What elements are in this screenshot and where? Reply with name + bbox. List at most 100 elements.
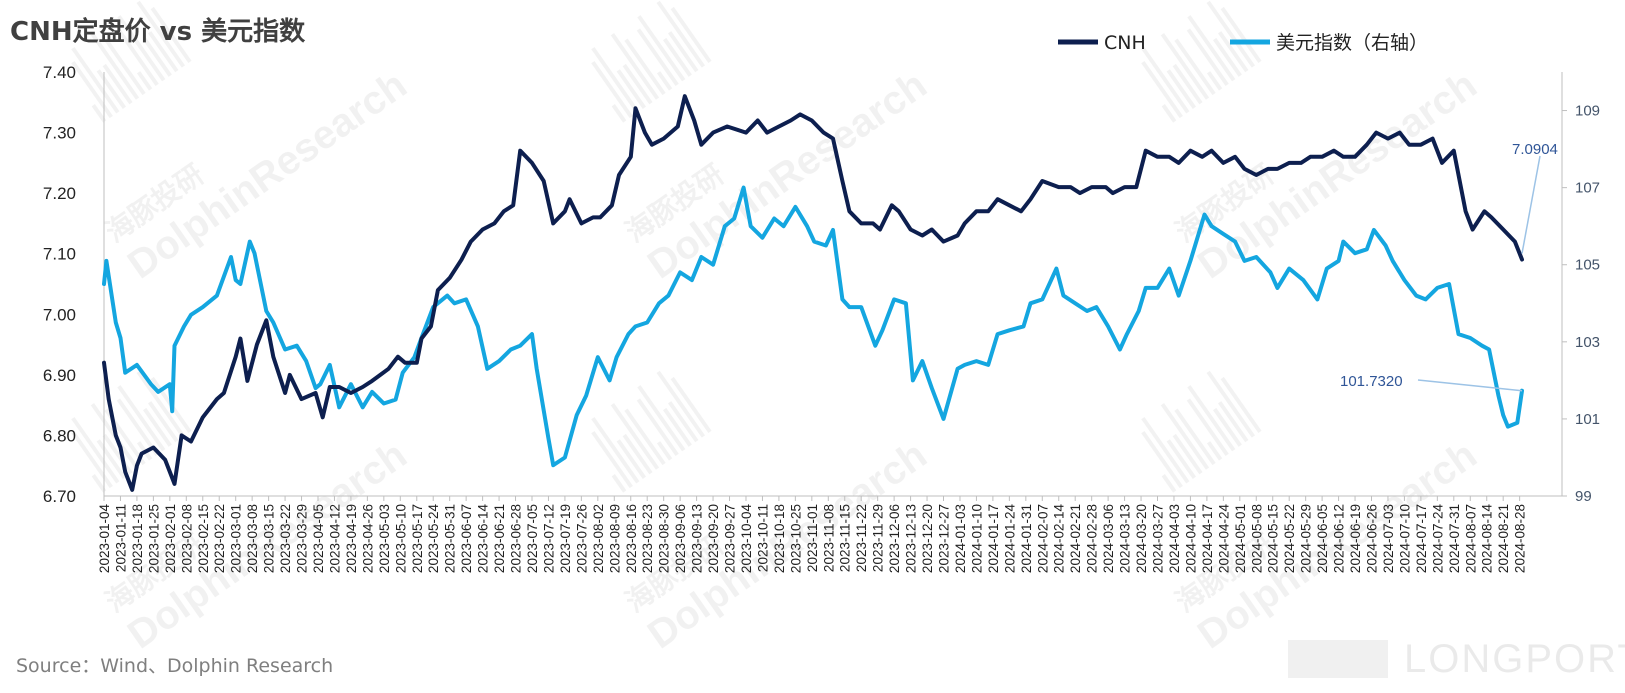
- y-tick-left: 7.40: [43, 63, 76, 82]
- watermark-bar: [1206, 441, 1223, 461]
- x-tick-label: 2023-08-30: [657, 504, 672, 573]
- watermark-bars: [1141, 0, 1262, 123]
- x-tick-label: 2024-07-24: [1430, 504, 1445, 574]
- x-tick-label: 2023-12-27: [937, 504, 952, 573]
- watermark-bar: [147, 401, 179, 443]
- watermark-bar: [136, 0, 186, 68]
- x-tick-label: 2024-07-03: [1381, 504, 1396, 573]
- watermark-bar: [667, 31, 699, 73]
- y-tick-right: 107: [1575, 180, 1600, 197]
- x-tick-label: 2023-05-17: [410, 504, 425, 573]
- watermark-bar: [1160, 403, 1210, 470]
- y-tick-left: 6.70: [43, 487, 76, 506]
- watermark-bar: [670, 376, 712, 434]
- watermark-bar: [656, 0, 706, 68]
- x-tick-label: 2024-04-03: [1167, 504, 1182, 573]
- watermark-bar: [637, 15, 686, 82]
- x-tick-label: 2024-03-13: [1118, 504, 1133, 573]
- x-tick-label: 2024-03-20: [1134, 504, 1149, 573]
- watermark-bar: [71, 416, 120, 484]
- x-tick-label: 2024-01-17: [986, 504, 1001, 573]
- watermark-bar: [622, 433, 653, 475]
- watermark-bar: [142, 407, 172, 447]
- watermark-bar: [1220, 376, 1262, 434]
- x-tick-label: 2023-10-25: [788, 504, 803, 573]
- watermark-bar: [591, 430, 633, 489]
- y-tick-left: 6.90: [43, 366, 76, 385]
- watermark-bar: [150, 6, 192, 64]
- x-tick-label: 2023-05-31: [443, 504, 458, 573]
- watermark-bar: [1212, 37, 1242, 77]
- x-tick-label: 2024-02-07: [1035, 504, 1050, 573]
- watermark-bar: [1160, 33, 1210, 100]
- watermark-bar: [610, 33, 660, 100]
- watermark-bar: [91, 474, 107, 493]
- watermark-bar: [662, 37, 692, 77]
- x-tick-label: 2023-02-22: [212, 504, 227, 573]
- watermark-brand: DolphinResearch: [1190, 63, 1485, 288]
- y-tick-right: 101: [1575, 411, 1600, 428]
- x-tick-label: 2023-09-13: [690, 504, 705, 573]
- x-tick-label: 2023-11-08: [821, 504, 836, 572]
- watermark-bar: [611, 474, 627, 493]
- watermark-bar: [1174, 38, 1216, 96]
- y-tick-right: 105: [1575, 257, 1600, 274]
- x-tick-label: 2023-06-28: [509, 504, 524, 573]
- x-tick-label: 2024-08-07: [1463, 504, 1478, 573]
- watermark-bars: [591, 0, 712, 123]
- x-tick-label: 2023-08-09: [607, 504, 622, 573]
- watermark-bar: [116, 398, 159, 457]
- watermark-bar: [116, 28, 159, 87]
- x-tick-label: 2024-04-10: [1183, 504, 1198, 573]
- annotation-label-dxy: 101.7320: [1340, 373, 1403, 390]
- watermark-bar: [1186, 28, 1229, 87]
- x-tick-label: 2023-06-21: [492, 504, 507, 573]
- watermark-bar: [591, 60, 633, 119]
- x-tick-label: 2024-08-21: [1496, 504, 1511, 573]
- watermark-bar: [656, 441, 673, 461]
- watermark-bar: [104, 38, 146, 96]
- x-tick-label: 2024-05-08: [1249, 504, 1264, 573]
- watermark-bar: [1220, 6, 1262, 64]
- watermark-bar: [91, 104, 107, 123]
- x-tick-label: 2023-02-15: [196, 504, 211, 573]
- watermark-bar: [622, 63, 653, 105]
- watermark-bar: [1186, 398, 1229, 457]
- x-tick-label: 2024-01-03: [953, 504, 968, 573]
- watermark-bar: [591, 46, 640, 114]
- annotation-leader-cnh: [1521, 155, 1541, 254]
- watermark-bar: [1161, 104, 1177, 123]
- watermark-bar: [611, 104, 627, 123]
- watermark-bar: [71, 46, 120, 114]
- x-tick-label: 2024-07-31: [1447, 504, 1462, 573]
- left-axis-ticks: 7.40 7.30 7.20 7.10 7.00 6.90 6.80 6.70: [43, 63, 76, 506]
- x-tick-label: 2024-04-24: [1216, 504, 1231, 574]
- x-tick-label: 2023-01-11: [113, 504, 128, 572]
- x-tick-label: 2024-07-17: [1414, 504, 1429, 573]
- x-tick-label: 2024-06-26: [1364, 504, 1379, 573]
- x-tick-label: 2024-04-17: [1200, 504, 1215, 573]
- watermark-bar: [1212, 407, 1242, 447]
- watermark-bar: [1141, 416, 1190, 484]
- watermark-brand: DolphinResearch: [120, 63, 415, 288]
- y-tick-left: 7.10: [43, 245, 76, 264]
- watermark-bar: [1166, 439, 1197, 479]
- annotation-leader-dxy: [1417, 379, 1523, 392]
- x-tick-label: 2023-04-05: [311, 504, 326, 573]
- x-tick-label: 2024-01-10: [969, 504, 984, 573]
- watermark-bar: [624, 38, 666, 96]
- x-tick-label: 2023-05-03: [377, 504, 392, 573]
- x-tick-label: 2023-04-26: [360, 504, 375, 573]
- watermark-bar: [1161, 474, 1177, 493]
- x-tick-label: 2023-07-12: [541, 504, 556, 573]
- x-tick-label: 2023-09-20: [706, 504, 721, 573]
- watermark-bar: [117, 15, 166, 82]
- x-tick-label: 2024-03-27: [1151, 504, 1166, 573]
- logo-text: LONGPORT: [1404, 637, 1625, 681]
- watermark-bar: [1141, 430, 1183, 489]
